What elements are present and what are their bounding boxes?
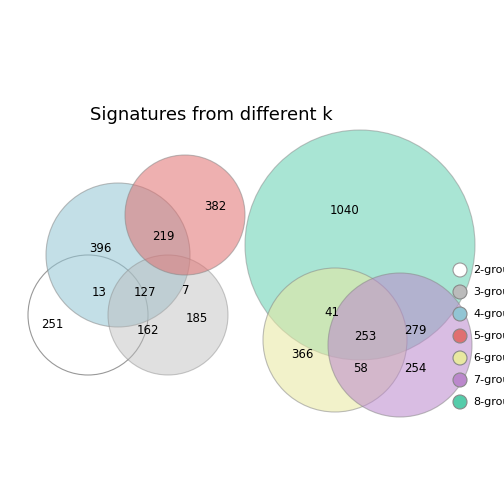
Circle shape: [263, 268, 407, 412]
Text: 366: 366: [291, 348, 313, 361]
Text: 253: 253: [354, 331, 376, 344]
Text: 162: 162: [137, 324, 159, 337]
Text: 3-group: 3-group: [473, 287, 504, 297]
Text: 254: 254: [404, 361, 426, 374]
Circle shape: [28, 255, 148, 375]
Circle shape: [245, 130, 475, 360]
Circle shape: [453, 307, 467, 321]
Text: 5-group: 5-group: [473, 331, 504, 341]
Text: 185: 185: [186, 311, 208, 325]
Text: 2-group: 2-group: [473, 265, 504, 275]
Text: 13: 13: [92, 286, 106, 299]
Circle shape: [453, 395, 467, 409]
Text: 219: 219: [152, 229, 174, 242]
Text: 1040: 1040: [330, 204, 360, 217]
Circle shape: [453, 285, 467, 299]
Text: 7: 7: [182, 283, 190, 296]
Circle shape: [46, 183, 190, 327]
Text: 58: 58: [353, 361, 367, 374]
Text: 41: 41: [325, 306, 340, 320]
Text: Signatures from different k: Signatures from different k: [90, 106, 333, 124]
Text: 251: 251: [41, 319, 63, 332]
Text: 4-group: 4-group: [473, 309, 504, 319]
Text: 382: 382: [204, 201, 226, 214]
Text: 6-group: 6-group: [473, 353, 504, 363]
Text: 127: 127: [134, 286, 156, 299]
Circle shape: [108, 255, 228, 375]
Circle shape: [125, 155, 245, 275]
Text: 279: 279: [404, 324, 426, 337]
Text: 8-group: 8-group: [473, 397, 504, 407]
Circle shape: [453, 373, 467, 387]
Circle shape: [453, 263, 467, 277]
Circle shape: [328, 273, 472, 417]
Text: 7-group: 7-group: [473, 375, 504, 385]
Circle shape: [453, 351, 467, 365]
Circle shape: [453, 329, 467, 343]
Text: 396: 396: [89, 241, 111, 255]
